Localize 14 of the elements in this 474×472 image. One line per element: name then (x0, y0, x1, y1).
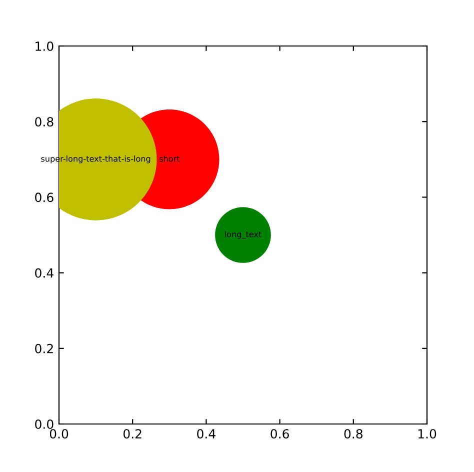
annotation: long_text (225, 230, 262, 240)
x-tick-label: 0.8 (344, 429, 362, 439)
x-tick-label: 0.0 (50, 429, 68, 439)
x-tick-label: 1.0 (418, 429, 436, 439)
y-tick-label: 0.8 (35, 117, 54, 127)
y-tick-label: 1.0 (36, 41, 54, 51)
x-tick-label: 0.4 (197, 429, 216, 439)
y-tick-label: 0.2 (35, 344, 53, 354)
y-tick-label: 0.6 (35, 192, 54, 202)
x-tick-label: 0.6 (270, 429, 289, 439)
y-tick-label: 0.4 (35, 268, 54, 278)
x-tick-label: 0.2 (123, 429, 142, 439)
y-tick-label: 0.0 (35, 419, 54, 429)
annotation: short (159, 156, 180, 162)
